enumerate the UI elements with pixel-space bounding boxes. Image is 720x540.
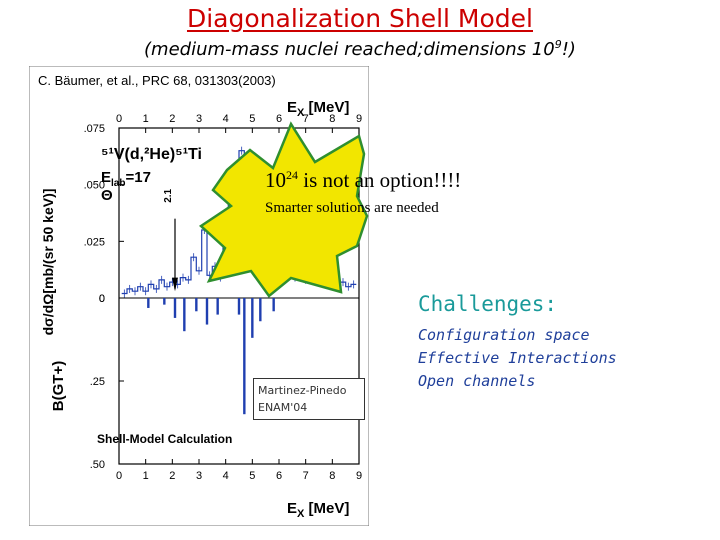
x-tick-label: 7 bbox=[303, 113, 309, 125]
burst-main-text: 1024 is not an option!!!! bbox=[265, 168, 461, 193]
x-tick-label: 8 bbox=[329, 470, 335, 482]
reference-label: C. Bäumer, et al., PRC 68, 031303(2003) bbox=[38, 73, 276, 88]
arrow-head bbox=[172, 277, 178, 292]
y-tick-label: 0 bbox=[99, 293, 105, 305]
subtitle-exponent: 9 bbox=[554, 38, 562, 51]
plot-layer: 00112233445566778899.075.050.02502.10.25… bbox=[84, 113, 362, 482]
y-tick-label: 0 bbox=[99, 293, 105, 305]
top-x-axis-label: EX [MeV] bbox=[287, 99, 349, 119]
bottom-x-axis-label: EX [MeV] bbox=[287, 500, 349, 520]
elab-label: Elab=17 bbox=[101, 169, 151, 189]
y-tick-label: .050 bbox=[84, 180, 105, 192]
y-tick-label: .025 bbox=[84, 236, 105, 248]
shell-model-bar bbox=[237, 298, 241, 315]
x-tick-label: 9 bbox=[356, 470, 362, 482]
figure-background bbox=[29, 66, 369, 526]
slide-title: Diagonalization Shell Model bbox=[186, 4, 533, 33]
x-tick-label: 7 bbox=[303, 470, 309, 482]
challenge-item: Effective Interactions bbox=[418, 349, 617, 367]
x-tick-label: 2 bbox=[169, 470, 175, 482]
burst-rest: is not an option!!!! bbox=[298, 168, 462, 192]
shell-model-panel-label: Shell-Model Calculation bbox=[97, 432, 232, 446]
burst-sub-text: Smarter solutions are needed bbox=[265, 200, 439, 216]
shell-model-bar bbox=[147, 298, 150, 308]
challenge-item: Open channels bbox=[418, 372, 536, 390]
x-tick-label: 2 bbox=[169, 113, 175, 125]
y-tick-label: .25 bbox=[90, 376, 105, 388]
x-tick-label: 1 bbox=[143, 113, 149, 125]
y-tick-label: .075 bbox=[84, 123, 105, 135]
shell-model-bar bbox=[216, 298, 219, 315]
shell-model-bar bbox=[173, 298, 177, 318]
shell-model-bar bbox=[259, 298, 262, 322]
shell-model-bar bbox=[163, 298, 166, 305]
x-tick-label: 5 bbox=[249, 470, 255, 482]
plot-frame bbox=[118, 127, 360, 465]
x-tick-label: 3 bbox=[196, 470, 202, 482]
burst-exponent: 24 bbox=[286, 168, 298, 182]
x-tick-label: 9 bbox=[356, 113, 362, 125]
challenge-item: Configuration space bbox=[418, 326, 590, 344]
x-tick-label: 1 bbox=[143, 470, 149, 482]
experiment-y-axis-label: dσ/dΩ[mb/(sr 50 keV)] bbox=[40, 189, 56, 336]
reaction-label: ⁵¹V(d,²He)⁵¹Ti bbox=[101, 146, 202, 163]
x-tick-label: 6 bbox=[276, 113, 282, 125]
burst-base: 10 bbox=[265, 168, 286, 192]
shell-model-bar bbox=[183, 298, 186, 332]
x-tick-label: 0 bbox=[116, 470, 122, 482]
x-tick-label: 4 bbox=[223, 113, 229, 125]
burst-shape bbox=[198, 121, 369, 298]
subtitle-main: (medium-mass nuclei reached;dimensions 1… bbox=[144, 39, 555, 60]
x-tick-label: 5 bbox=[249, 113, 255, 125]
x-tick-label: 4 bbox=[223, 470, 229, 482]
shell-model-bar bbox=[251, 298, 254, 338]
credit-box: Martinez-Pinedo ENAM'04 bbox=[253, 378, 365, 420]
shell-model-y-axis-label: B(GT+) bbox=[50, 361, 67, 411]
x-tick-label: 6 bbox=[276, 470, 282, 482]
y-tick-label: .50 bbox=[90, 459, 105, 471]
shell-model-bar bbox=[205, 298, 209, 325]
x-tick-label: 3 bbox=[196, 113, 202, 125]
subtitle-end: !) bbox=[561, 39, 576, 60]
credit-line-2: ENAM'04 bbox=[258, 401, 308, 414]
shell-model-bar bbox=[195, 298, 198, 312]
arrow-label: 2.1 bbox=[163, 188, 174, 202]
charge-exchange-figure: C. Bäumer, et al., PRC 68, 031303(2003) … bbox=[29, 66, 369, 526]
credit-line-1: Martinez-Pinedo bbox=[258, 384, 347, 397]
angle-label: Θ bbox=[101, 187, 113, 204]
challenges-title: Challenges: bbox=[418, 292, 558, 316]
shell-model-bar bbox=[243, 298, 246, 415]
x-tick-label: 8 bbox=[329, 113, 335, 125]
slide-subtitle: (medium-mass nuclei reached;dimensions 1… bbox=[0, 38, 720, 60]
shell-model-bar bbox=[272, 298, 275, 312]
x-tick-label: 0 bbox=[116, 113, 122, 125]
